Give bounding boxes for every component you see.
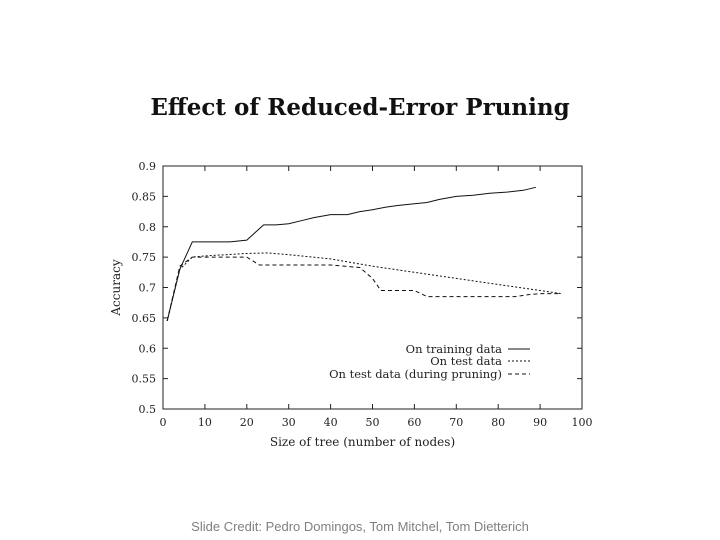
legend-label-3: On test data (during pruning): [329, 367, 502, 381]
y-tick-label: 0.7: [139, 282, 157, 295]
chart-title: Effect of Reduced-Error Pruning: [150, 94, 570, 121]
x-tick-label: 10: [198, 416, 212, 429]
x-tick-label: 50: [366, 416, 380, 429]
x-axis-label: Size of tree (number of nodes): [270, 435, 455, 449]
x-tick-label: 30: [282, 416, 296, 429]
x-tick-label: 40: [324, 416, 338, 429]
x-tick-label: 70: [449, 416, 463, 429]
y-tick-label: 0.6: [139, 342, 157, 355]
x-tick-label: 0: [160, 416, 167, 429]
y-tick-label: 0.55: [132, 373, 157, 386]
y-tick-label: 0.5: [139, 403, 157, 416]
series-line-1: [166, 186, 537, 322]
y-axis-label: Accuracy: [109, 259, 123, 316]
series-line-2: [166, 252, 562, 322]
x-tick-label: 80: [491, 416, 505, 429]
x-tick-label: 90: [533, 416, 547, 429]
x-tick-label: 60: [407, 416, 421, 429]
y-tick-label: 0.8: [139, 221, 157, 234]
legend-label-2: On test data: [430, 354, 502, 368]
y-tick-label: 0.75: [132, 251, 157, 264]
y-tick-label: 0.65: [132, 312, 157, 325]
slide-credit: Slide Credit: Pedro Domingos, Tom Mitche…: [191, 519, 529, 534]
series-line-3: [166, 256, 561, 322]
legend-label-1: On training data: [406, 342, 502, 356]
x-tick-label: 100: [572, 416, 593, 429]
x-tick-label: 20: [240, 416, 254, 429]
y-tick-label: 0.85: [132, 190, 157, 203]
y-tick-label: 0.9: [139, 160, 157, 173]
